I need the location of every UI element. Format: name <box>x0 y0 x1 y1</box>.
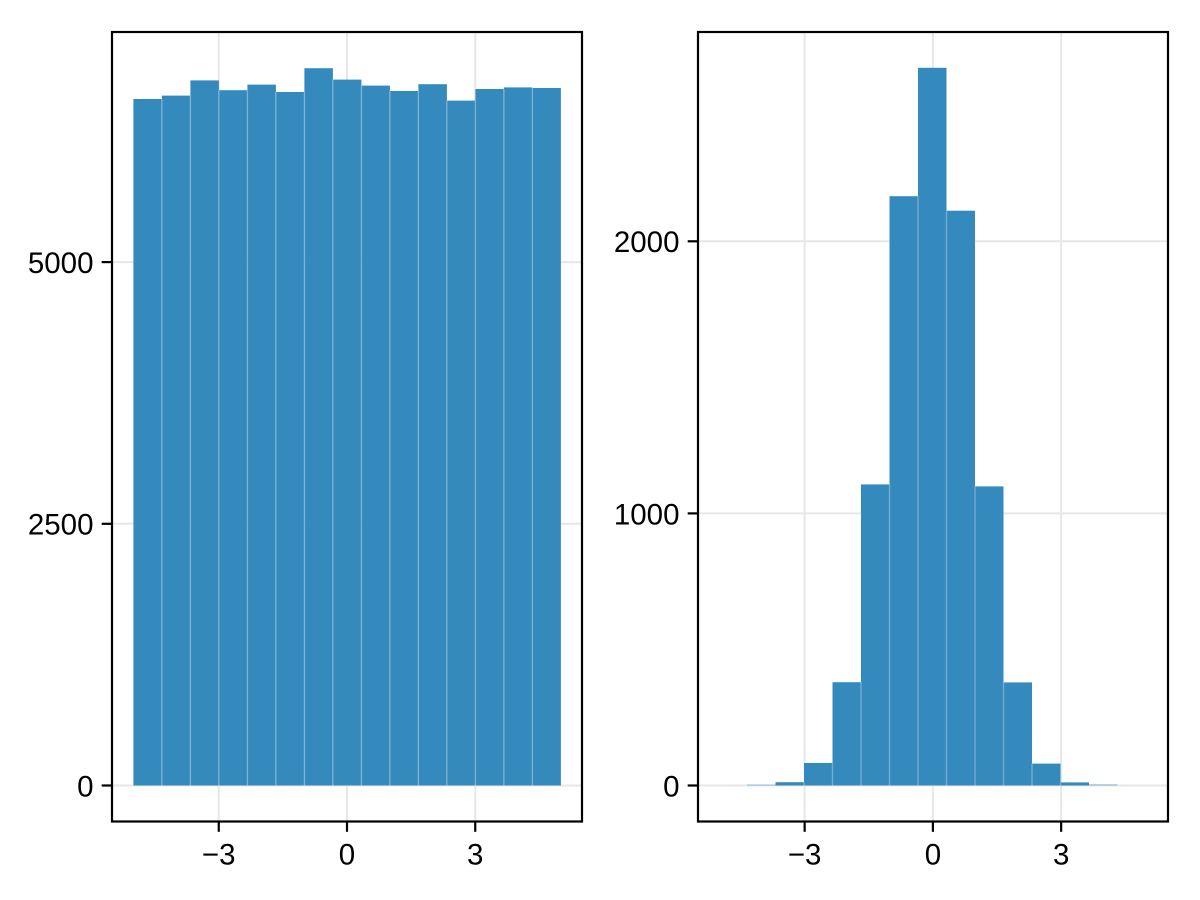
svg-text:0: 0 <box>339 839 355 872</box>
svg-text:3: 3 <box>1053 839 1069 872</box>
svg-text:0: 0 <box>77 770 93 803</box>
svg-text:3: 3 <box>467 839 483 872</box>
svg-text:5000: 5000 <box>28 247 94 280</box>
svg-text:−3: −3 <box>202 839 236 872</box>
svg-text:0: 0 <box>925 839 941 872</box>
svg-text:−3: −3 <box>788 839 822 872</box>
svg-text:2500: 2500 <box>28 509 94 542</box>
svg-text:2000: 2000 <box>614 226 680 259</box>
svg-text:0: 0 <box>663 770 679 803</box>
svg-text:1000: 1000 <box>614 498 680 531</box>
